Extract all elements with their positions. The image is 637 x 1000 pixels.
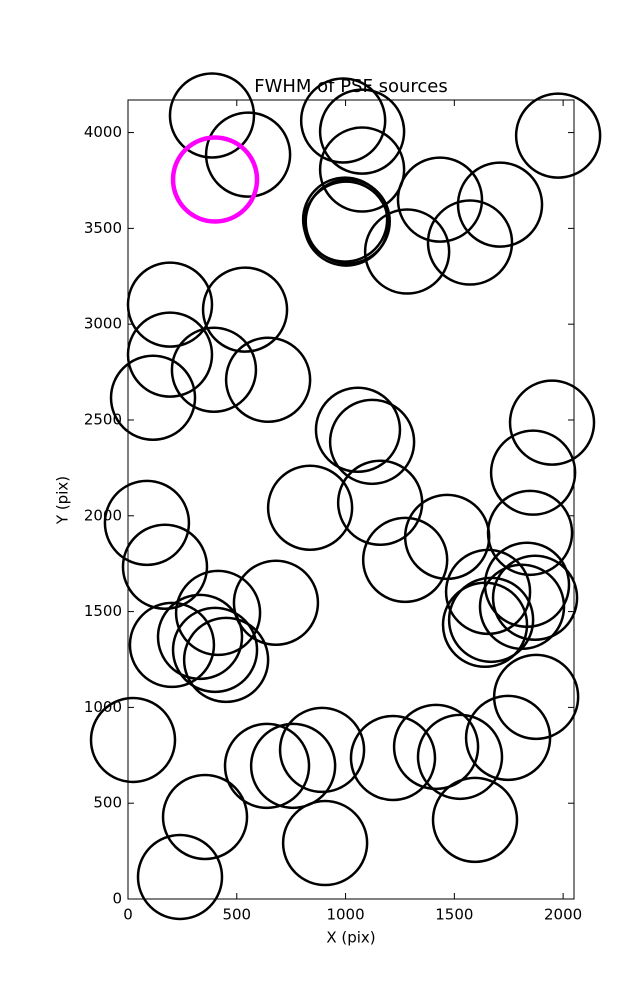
source-marker <box>491 554 579 642</box>
source-marker <box>103 479 191 567</box>
source-marker <box>304 178 391 265</box>
y-axis-label: Y (pix) <box>54 476 72 525</box>
source-marker <box>128 601 216 689</box>
source-marker <box>492 653 580 741</box>
source-marker <box>171 606 259 694</box>
source-marker <box>126 311 214 398</box>
source-marker <box>182 616 270 704</box>
y-tick-label: 2500 <box>84 410 122 428</box>
source-marker <box>174 569 262 657</box>
source-marker <box>232 559 320 647</box>
source-marker <box>447 576 535 664</box>
source-marker <box>426 199 514 286</box>
source-marker <box>361 516 449 604</box>
source-marker <box>349 714 437 802</box>
source-marker <box>156 593 244 681</box>
source-marker <box>126 261 214 348</box>
source-marker <box>223 722 311 810</box>
source-marker <box>266 464 354 551</box>
source-marker <box>464 694 552 782</box>
source-marker <box>392 703 480 791</box>
source-marker <box>201 266 289 353</box>
source-marker <box>121 523 209 611</box>
source-marker <box>318 88 406 175</box>
source-marker <box>170 326 258 414</box>
source-marker <box>514 92 602 179</box>
source-marker <box>486 489 574 577</box>
source-marker <box>441 581 529 669</box>
source-marker <box>302 180 390 267</box>
x-tick-label: 2000 <box>544 906 582 924</box>
y-tick-label: 3000 <box>84 315 122 333</box>
source-marker <box>161 773 249 861</box>
source-marker <box>444 548 532 636</box>
source-marker <box>508 379 596 466</box>
y-tick-label: 500 <box>93 794 122 812</box>
source-marker <box>224 336 312 423</box>
y-tick-label: 3500 <box>84 219 122 237</box>
source-marker <box>168 72 256 159</box>
source-marker <box>136 833 224 921</box>
source-marker <box>431 776 519 864</box>
source-marker <box>204 111 292 198</box>
source-marker <box>281 799 369 887</box>
x-tick-label: 1000 <box>326 906 364 924</box>
source-marker <box>328 398 416 486</box>
source-marker <box>299 77 387 164</box>
x-tick-label: 0 <box>123 906 133 924</box>
source-marker <box>318 126 406 213</box>
source-marker <box>489 429 577 516</box>
source-marker <box>109 354 197 442</box>
chart-title: FWHM of PSF sources <box>254 76 448 97</box>
y-tick-label: 0 <box>112 890 122 908</box>
source-marker <box>396 156 484 243</box>
source-marker <box>278 706 366 794</box>
source-marker <box>249 722 337 810</box>
plot-frame <box>127 99 575 900</box>
source-marker <box>314 386 402 474</box>
x-tick-label: 1500 <box>435 906 473 924</box>
source-marker <box>416 713 504 801</box>
x-axis-label: X (pix) <box>326 929 375 947</box>
source-marker <box>363 208 451 295</box>
y-tick-label: 4000 <box>84 123 122 141</box>
source-marker <box>456 161 544 248</box>
x-tick-label: 500 <box>222 906 251 924</box>
source-marker <box>170 135 260 224</box>
source-marker <box>89 696 177 784</box>
y-tick-label: 2000 <box>84 506 122 524</box>
y-tick-label: 1500 <box>84 602 122 620</box>
